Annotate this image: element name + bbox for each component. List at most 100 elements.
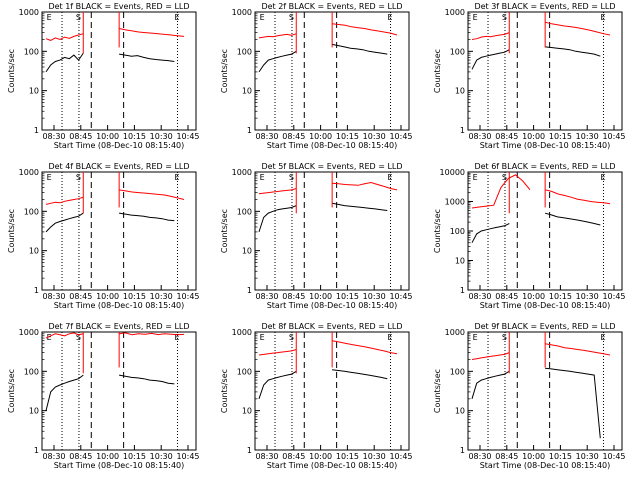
y-tick-label: 100	[237, 47, 252, 56]
y-tick-label: 1000	[19, 168, 39, 177]
y-axis-label: Counts/sec	[433, 369, 442, 413]
x-tick-label: 10:30	[363, 132, 386, 141]
x-tick-label: 08:45	[69, 292, 92, 301]
x-tick-label: 10:15	[549, 132, 572, 141]
x-tick-label: 10:00	[522, 452, 545, 461]
events-series-line	[332, 369, 388, 380]
y-axis-label: Counts/sec	[220, 49, 229, 93]
lld-series-line	[45, 332, 84, 339]
x-tick-label: 10:15	[336, 292, 359, 301]
events-series-line	[545, 46, 601, 57]
y-tick-label: 100	[237, 367, 252, 376]
x-tick-label: 08:30	[42, 292, 65, 301]
x-tick-label: 08:45	[495, 132, 518, 141]
x-tick-label: 10:00	[522, 292, 545, 301]
chart-panel-9: Det 9f BLACK = Events, RED = LLD 1 10 100 10…	[433, 322, 626, 470]
segment-marker: S	[502, 13, 507, 22]
segment-marker: E	[174, 13, 179, 22]
chart-panel-7: Det 7f BLACK = Events, RED = LLD 1 10 100 10…	[7, 322, 200, 470]
x-axis-label: Start Time (08-Dec-10 08:15:40)	[267, 461, 398, 470]
events-series-line	[258, 50, 297, 73]
y-tick-label: 100	[450, 227, 465, 236]
segment-marker: E	[473, 13, 478, 22]
chart-title: Det 8f BLACK = Events, RED = LLD	[261, 322, 402, 331]
y-tick-label: 1000	[445, 328, 465, 337]
x-tick-label: 10:15	[123, 452, 146, 461]
y-tick-label: 1	[34, 126, 39, 135]
y-tick-label: 10	[242, 87, 252, 96]
events-series-line	[119, 53, 175, 62]
y-tick-label: 100	[450, 47, 465, 56]
x-tick-label: 10:30	[576, 132, 599, 141]
chart-panel-8: Det 8f BLACK = Events, RED = LLD 1 10 100 10…	[220, 322, 413, 470]
y-tick-label: 10	[455, 407, 465, 416]
y-tick-label: 100	[24, 207, 39, 216]
x-axis-label: Start Time (08-Dec-10 08:15:40)	[267, 141, 398, 150]
x-tick-label: 10:45	[389, 132, 412, 141]
lld-series-line	[258, 33, 297, 39]
y-tick-label: 1	[34, 286, 39, 295]
x-axis-label: Start Time (08-Dec-10 08:15:40)	[54, 141, 185, 150]
chart-title: Det 2f BLACK = Events, RED = LLD	[261, 2, 402, 11]
lld-series-line	[544, 21, 611, 36]
x-tick-label: 08:30	[468, 292, 491, 301]
y-axis-label: Counts/sec	[7, 369, 16, 413]
x-tick-label: 10:45	[389, 452, 412, 461]
y-tick-label: 1000	[232, 8, 252, 17]
x-tick-label: 10:00	[309, 292, 332, 301]
y-tick-label: 1	[34, 446, 39, 455]
chart-panel-5: Det 5f BLACK = Events, RED = LLD 1 10 100 10…	[220, 162, 413, 310]
x-tick-label: 10:00	[522, 132, 545, 141]
x-tick-label: 08:30	[42, 132, 65, 141]
x-tick-label: 10:15	[123, 132, 146, 141]
lld-series-line	[119, 332, 185, 336]
segment-marker: E	[260, 173, 265, 182]
lld-series-line	[544, 189, 611, 205]
y-tick-label: 1	[247, 126, 252, 135]
chart-title: Det 1f BLACK = Events, RED = LLD	[48, 2, 189, 11]
x-tick-label: 10:30	[150, 452, 173, 461]
x-tick-label: 10:15	[549, 452, 572, 461]
lld-series-line	[545, 343, 611, 356]
y-tick-label: 1000	[19, 8, 39, 17]
events-series-line	[471, 370, 510, 399]
events-series-line	[471, 49, 510, 70]
chart-panel-2: Det 2f BLACK = Events, RED = LLD 1 10 100 10…	[220, 2, 413, 150]
y-tick-label: 100	[237, 207, 252, 216]
segment-marker: E	[600, 333, 605, 342]
x-tick-label: 10:15	[336, 452, 359, 461]
x-tick-label: 10:30	[363, 452, 386, 461]
events-series-line	[332, 202, 388, 211]
segment-marker: S	[502, 173, 507, 182]
chart-title: Det 3f BLACK = Events, RED = LLD	[474, 2, 615, 11]
segment-marker: E	[473, 173, 478, 182]
lld-series-line	[332, 23, 398, 36]
x-tick-label: 08:45	[282, 132, 305, 141]
x-axis-label: Start Time (08-Dec-10 08:15:40)	[480, 301, 611, 310]
x-tick-label: 10:45	[176, 132, 199, 141]
x-axis-label: Start Time (08-Dec-10 08:15:40)	[54, 461, 185, 470]
y-axis-label: Counts/sec	[7, 209, 16, 253]
segment-marker: E	[387, 173, 392, 182]
y-axis-label: Counts/sec	[7, 49, 16, 93]
x-tick-label: 08:30	[42, 452, 65, 461]
lld-series-line	[471, 174, 531, 209]
chart-title: Det 9f BLACK = Events, RED = LLD	[474, 322, 615, 331]
y-axis-label: Counts/sec	[220, 209, 229, 253]
chart-title: Det 6f BLACK = Events, RED = LLD	[474, 162, 615, 171]
y-tick-label: 10	[29, 247, 39, 256]
y-tick-label: 1000	[445, 198, 465, 207]
x-tick-label: 08:45	[69, 452, 92, 461]
x-tick-label: 08:45	[282, 292, 305, 301]
segment-marker: E	[47, 333, 52, 342]
segment-marker: S	[76, 333, 81, 342]
x-tick-label: 10:30	[150, 132, 173, 141]
y-tick-label: 10	[242, 407, 252, 416]
y-tick-label: 1	[247, 286, 252, 295]
x-tick-label: 10:30	[150, 292, 173, 301]
y-tick-label: 1	[460, 286, 465, 295]
y-tick-label: 1	[460, 446, 465, 455]
x-tick-label: 08:45	[282, 452, 305, 461]
x-tick-label: 10:45	[602, 452, 625, 461]
